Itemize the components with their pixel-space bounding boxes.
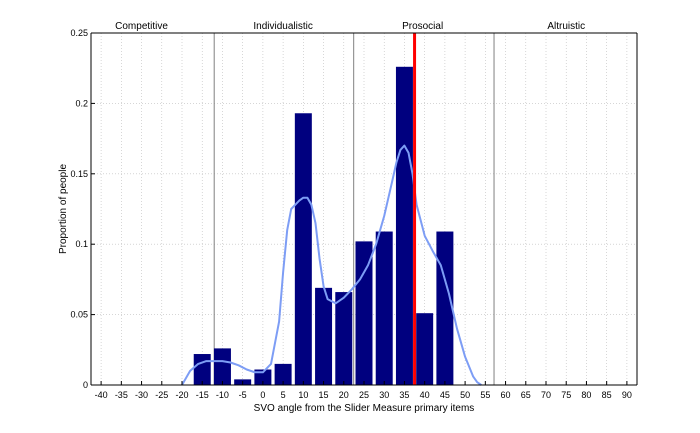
x-tick-label: 65 xyxy=(521,390,531,400)
region-label: Prosocial xyxy=(402,21,443,32)
x-tick-label: 85 xyxy=(602,390,612,400)
bar xyxy=(395,66,413,386)
bar xyxy=(375,231,393,385)
x-tick-label: 25 xyxy=(359,390,369,400)
region-boundaries xyxy=(213,33,495,385)
density-curve-line xyxy=(181,144,482,386)
y-tick-labels: 0 0.05 0.1 0.15 0.2 0.25 xyxy=(70,28,88,390)
bar xyxy=(355,241,373,385)
bar xyxy=(416,313,434,385)
x-tick-label: 60 xyxy=(501,390,511,400)
bar xyxy=(274,363,292,385)
bar xyxy=(254,369,272,385)
x-tick-label: 55 xyxy=(480,390,490,400)
y-tick-label: 0.1 xyxy=(75,239,88,249)
density-curve-layer xyxy=(181,144,482,386)
x-tick-label: 90 xyxy=(622,390,632,400)
x-tick-label: 35 xyxy=(399,390,409,400)
x-tick-label: -10 xyxy=(216,390,229,400)
y-axis-label: Proportion of people xyxy=(58,164,69,255)
region-label: Competitive xyxy=(115,21,168,32)
region-label: Individualistic xyxy=(253,21,312,32)
region-labels: Competitive Individualistic Prosocial Altru… xyxy=(115,21,585,32)
x-tick-label: 45 xyxy=(440,390,450,400)
y-tick-label: 0.15 xyxy=(70,169,88,179)
bar xyxy=(213,348,231,385)
x-tick-label: 75 xyxy=(561,390,571,400)
bar xyxy=(193,354,211,385)
bar xyxy=(335,292,353,385)
bar xyxy=(294,113,312,386)
y-tick-label: 0 xyxy=(83,380,88,390)
bars-series xyxy=(193,66,454,386)
x-tick-label: 70 xyxy=(541,390,551,400)
bar xyxy=(436,231,454,385)
x-tick-label: 5 xyxy=(281,390,286,400)
x-tick-label: -25 xyxy=(155,390,168,400)
x-tick-label: -40 xyxy=(95,390,108,400)
x-tick-label: -15 xyxy=(196,390,209,400)
y-tick-label: 0.2 xyxy=(75,98,88,108)
x-tick-label: 30 xyxy=(379,390,389,400)
x-tick-label: 80 xyxy=(581,390,591,400)
axes-frame xyxy=(90,32,638,386)
y-tick-label: 0.05 xyxy=(70,310,88,320)
bar xyxy=(315,287,333,385)
x-tick-label: 0 xyxy=(260,390,265,400)
x-tick-label: -20 xyxy=(175,390,188,400)
x-tick-label: -30 xyxy=(135,390,148,400)
x-axis-label: SVO angle from the Slider Measure primar… xyxy=(254,403,475,414)
x-tick-label: -35 xyxy=(115,390,128,400)
x-tick-label: 50 xyxy=(460,390,470,400)
x-tick-label: 40 xyxy=(420,390,430,400)
x-tick-label: 15 xyxy=(319,390,329,400)
x-tick-label: 10 xyxy=(298,390,308,400)
x-tick-labels: -40 -35 -30 -25 -20 -15 -10 -5 0 5 10 15 20 25 30 35 40 4… xyxy=(95,390,632,400)
x-tick-label: 20 xyxy=(339,390,349,400)
x-tick-label: -5 xyxy=(239,390,247,400)
y-tick-label: 0.25 xyxy=(70,28,88,38)
region-label: Altruistic xyxy=(547,21,585,32)
